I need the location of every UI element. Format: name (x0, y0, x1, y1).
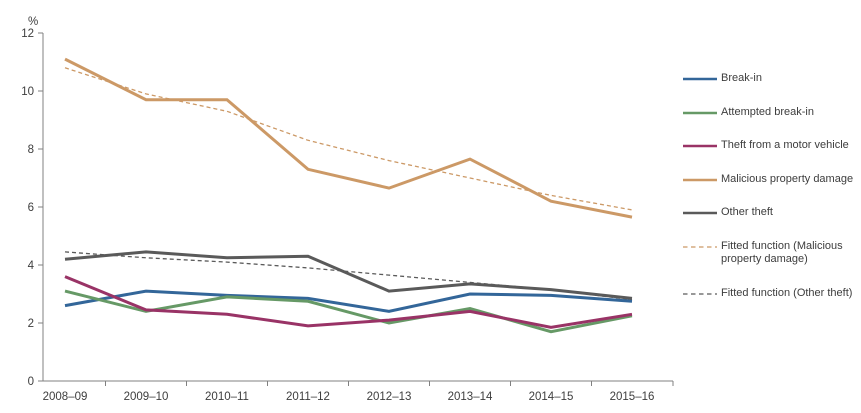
legend-item-malicious-property-damage: Malicious property damage (683, 173, 859, 187)
series-line-malicious-property-damage (64, 57, 633, 219)
legend: Break-in Attempted break-in Theft from a m… (683, 72, 859, 320)
legend-swatch-line-icon (683, 178, 717, 181)
x-tick-label: 2012–13 (367, 391, 412, 403)
x-tick-label: 2009–10 (124, 391, 169, 403)
legend-label: Fitted function (Malicious property dama… (721, 239, 843, 266)
legend-swatch-line-icon (683, 77, 717, 81)
legend-item-theft-from-a-motor-vehicle: Theft from a motor vehicle (683, 139, 859, 153)
legend-swatch-line-icon (683, 211, 717, 215)
y-axis-unit-label: % (28, 16, 38, 28)
series-line-fitted-function-malicious-property-damage (64, 67, 633, 211)
legend-label: Fitted function (Other theft) (721, 286, 853, 299)
y-tick-label: 12 (21, 28, 34, 40)
legend-swatch-dashed-line-icon (683, 292, 717, 295)
legend-label: Break-in (721, 72, 762, 84)
y-tick-label: 0 (28, 376, 34, 388)
y-tick-label: 10 (21, 86, 34, 98)
legend-label: Attempted break-in (721, 105, 814, 118)
legend-swatch-line-icon (683, 111, 717, 114)
legend-item-break-in: Break-in (683, 72, 859, 86)
x-tick-label: 2014–15 (529, 391, 574, 403)
series-line-other-theft (64, 250, 633, 300)
series-line-break-in (64, 289, 633, 313)
x-tick-label: 2011–12 (286, 391, 330, 403)
legend-item-other-theft: Other theft (683, 206, 859, 220)
x-tick-label: 2008–09 (43, 391, 88, 403)
x-tick-label: 2015–16 (610, 391, 655, 403)
legend-label: Other theft (721, 206, 773, 218)
legend-label: Theft from a motor vehicle (721, 139, 849, 151)
y-tick-label: 2 (28, 318, 34, 330)
legend-swatch-dashed-line-icon (683, 245, 717, 248)
legend-item-fitted-function-other-theft: Fitted function (Other theft) (683, 287, 859, 301)
legend-item-fitted-function-malicious-property-damage: Fitted function (Malicious property dama… (683, 240, 859, 267)
series-lines (64, 57, 633, 334)
y-tick-label: 4 (28, 260, 35, 272)
legend-swatch-line-icon (683, 144, 717, 148)
legend-label: Malicious property damage (721, 172, 854, 185)
series-line-theft-from-a-motor-vehicle (64, 275, 633, 329)
axes: 0 2 4 6 8 10 12 2008–09 2009–10 2010–11 2011–12 201… (21, 28, 674, 403)
y-tick-label: 6 (28, 202, 34, 214)
series-line-fitted-function-other-theft (64, 251, 633, 301)
x-tick-label: 2010–11 (205, 391, 249, 403)
x-tick-label: 2013–14 (448, 391, 493, 403)
y-tick-label: 8 (28, 144, 34, 156)
series-line-attempted-break-in (64, 289, 633, 334)
legend-item-attempted-break-in: Attempted break-in (683, 106, 859, 120)
